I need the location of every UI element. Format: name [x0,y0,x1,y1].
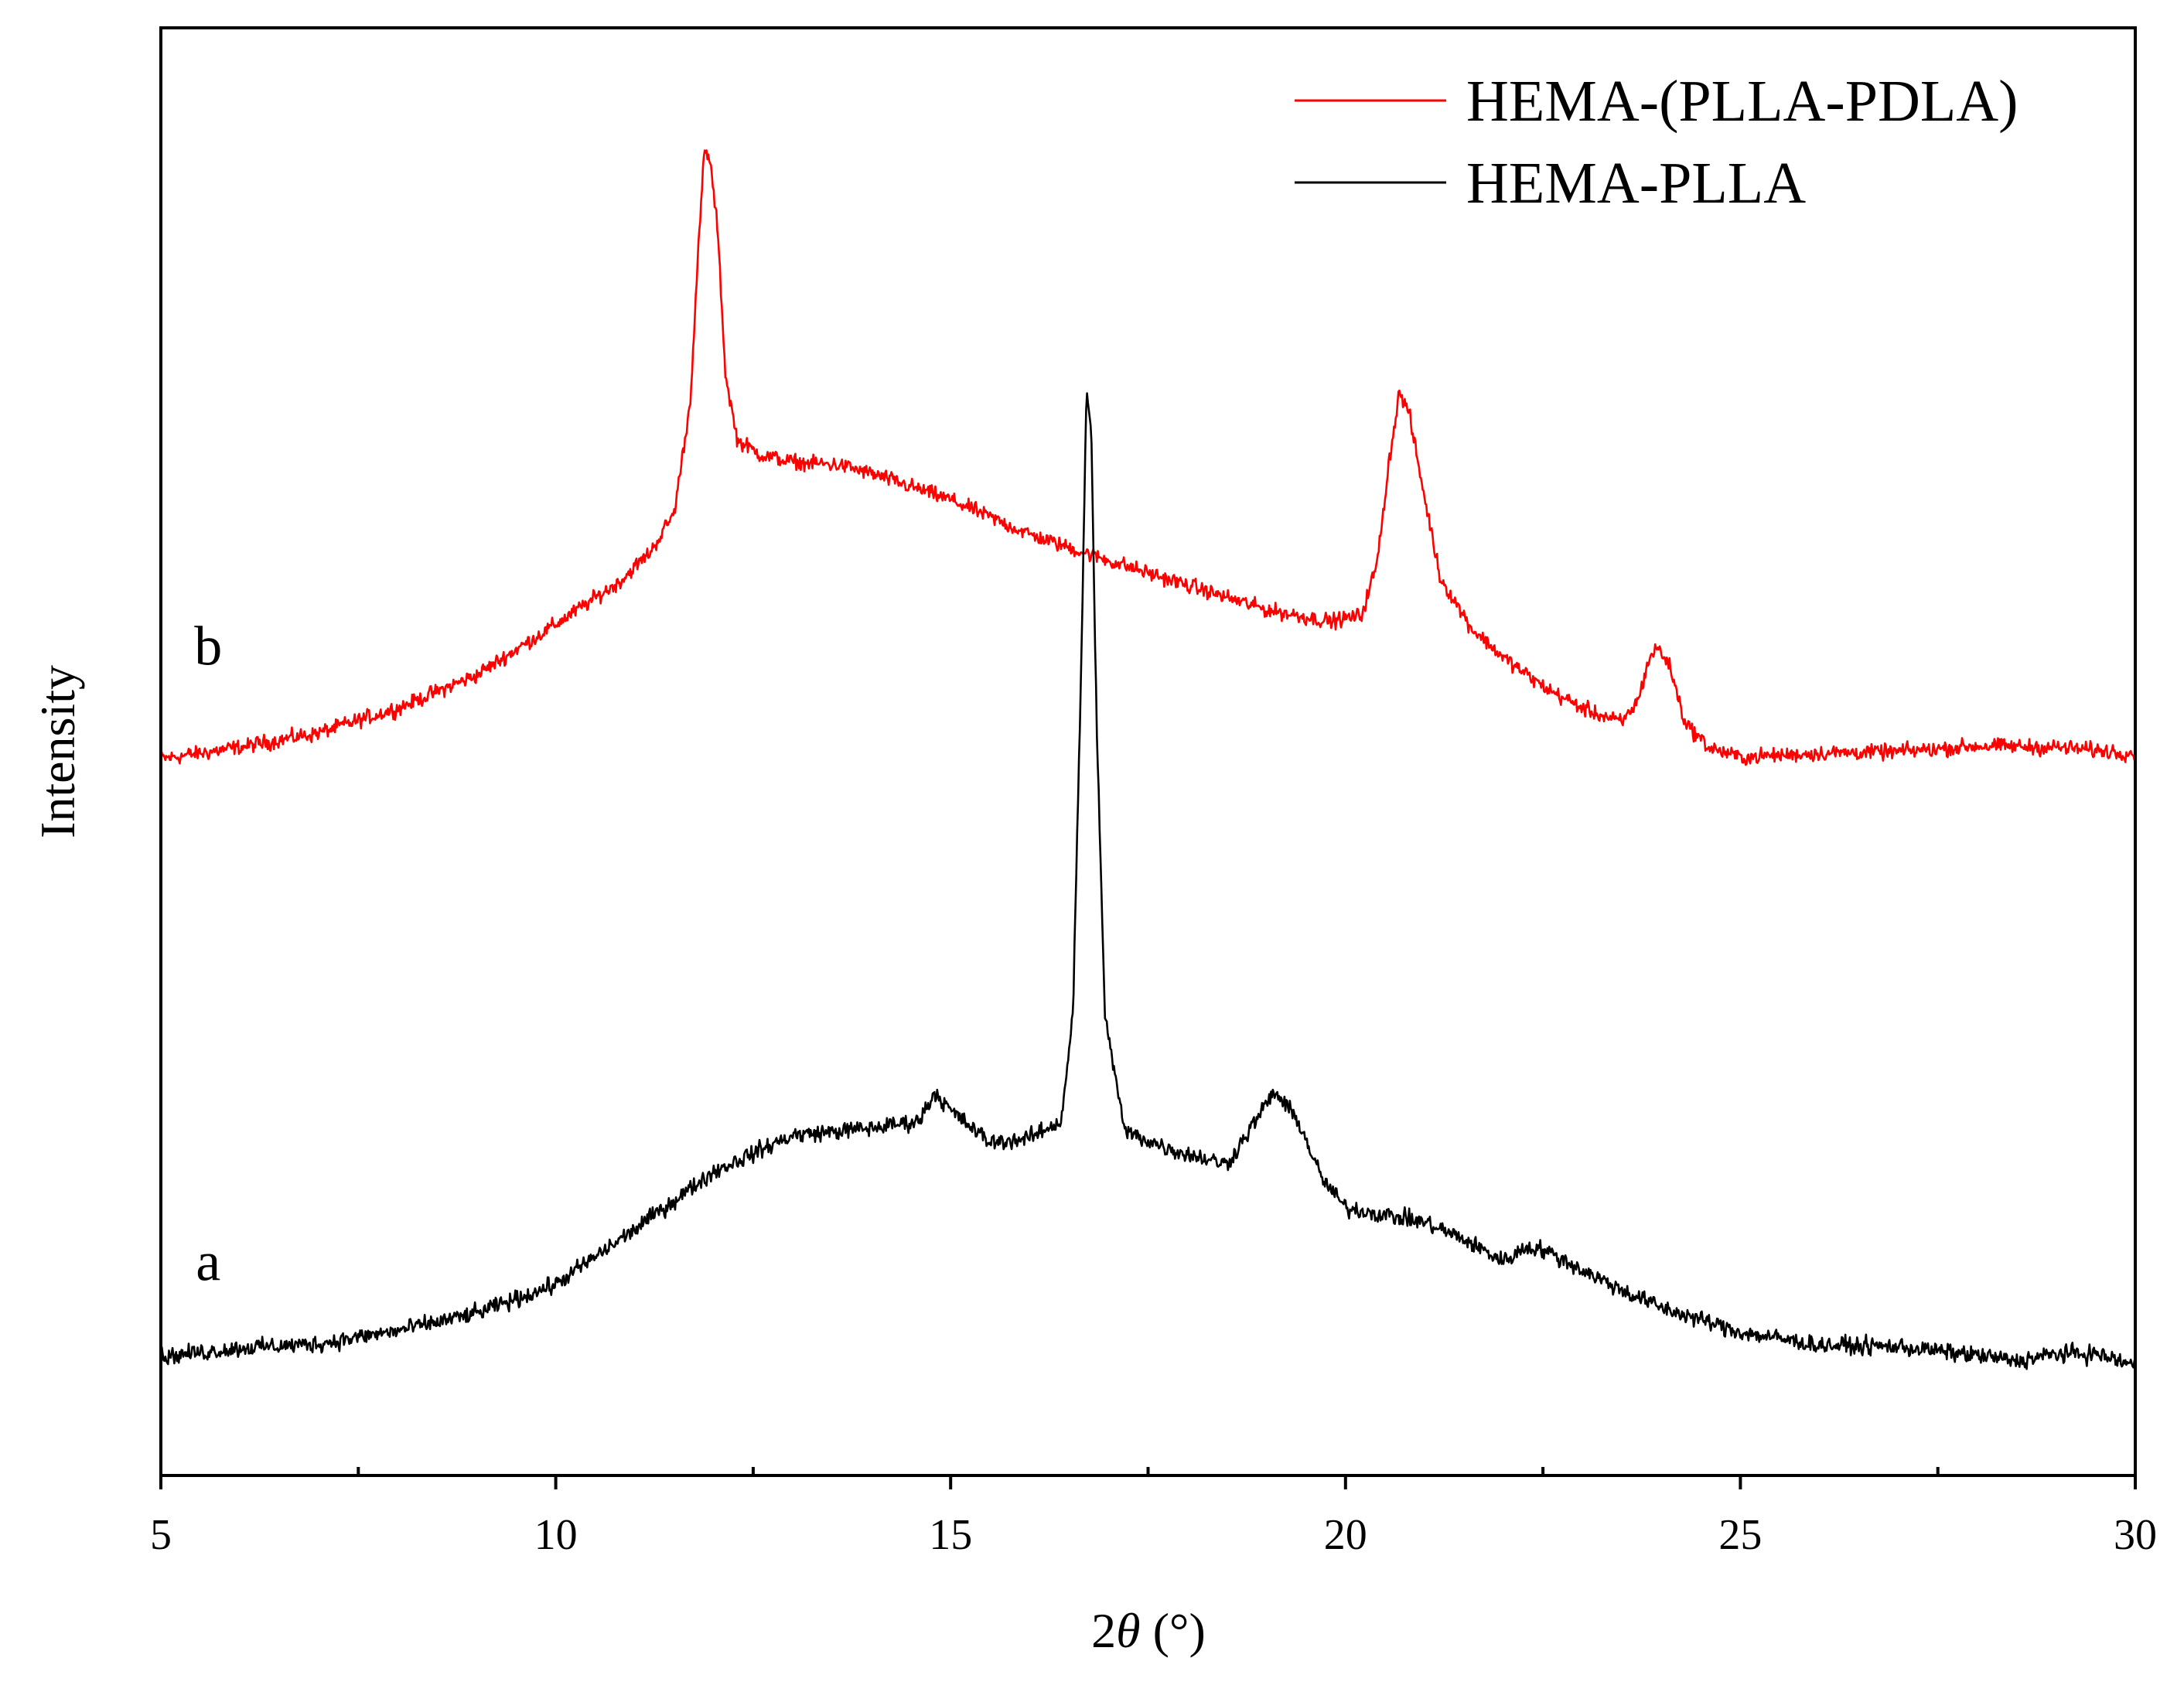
x-ticks: 5 10 15 20 25 30 [150,1467,2157,1559]
series-layer [159,149,2137,1370]
x-axis-title-unit: (°) [1141,1603,1206,1658]
y-axis-title: Intensity [30,665,85,838]
curve-label-a: a [196,1230,220,1292]
x-tick-label: 10 [534,1511,578,1559]
series-line-hema-plla [159,392,2136,1370]
legend: HEMA-(PLLA-PDLA) HEMA-PLLA [1295,69,2018,216]
curve-labels: ba [194,616,222,1293]
legend-label: HEMA-PLLA [1466,151,1806,216]
x-tick-label: 25 [1718,1511,1762,1559]
x-tick-label: 15 [929,1511,972,1559]
x-axis-title-prefix: 2 [1091,1603,1116,1658]
curve-label-b: b [194,616,222,677]
x-tick-label: 5 [150,1511,172,1559]
x-axis-title: 2θ (°) [1091,1603,1206,1658]
series-line-hema-plla-pdla [159,149,2137,766]
x-tick-label: 30 [2114,1511,2157,1559]
legend-label: HEMA-(PLLA-PDLA) [1466,69,2018,134]
x-axis-title-theta: θ [1116,1603,1140,1658]
x-tick-label: 20 [1324,1511,1367,1559]
